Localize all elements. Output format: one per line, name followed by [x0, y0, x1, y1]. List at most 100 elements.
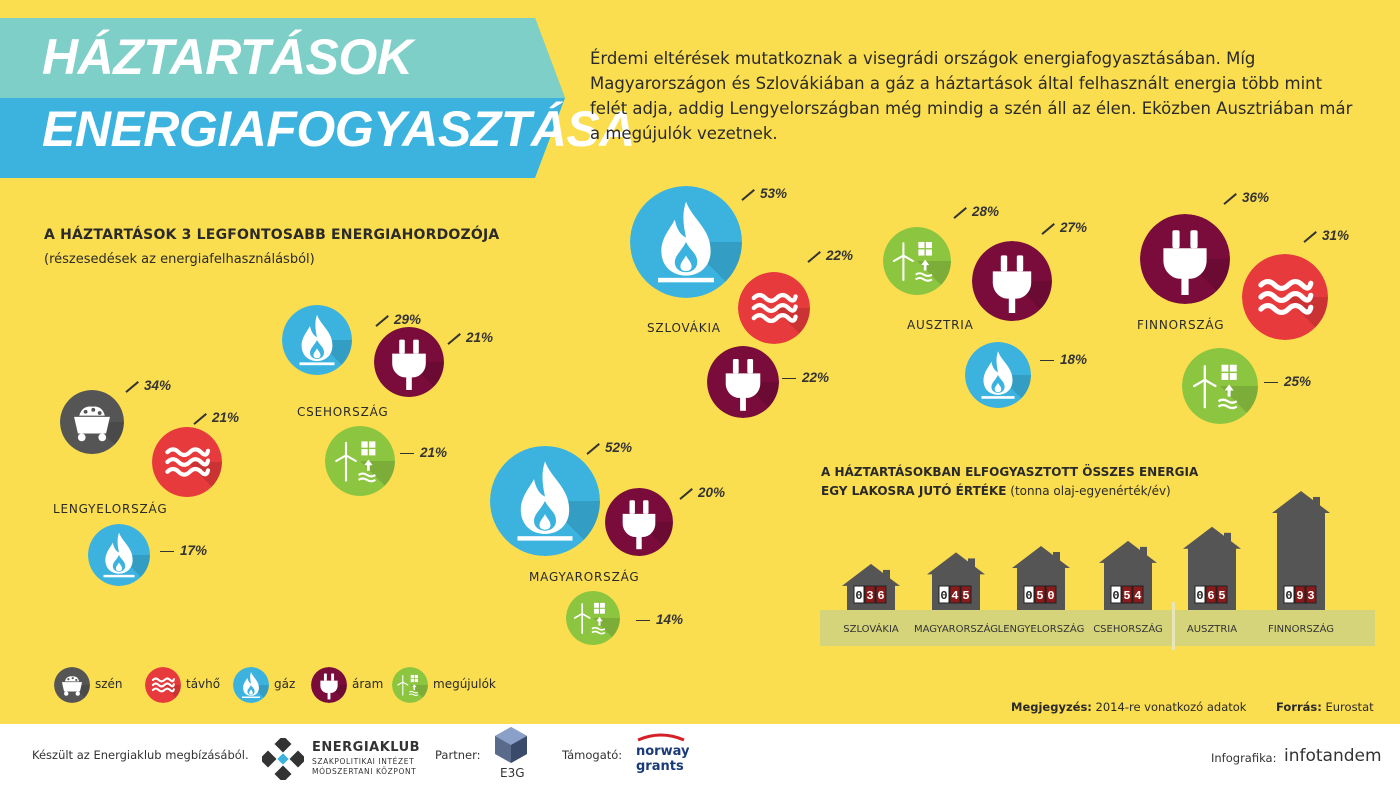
coal-bubble-icon [60, 390, 124, 454]
meter-digit: 6 [877, 589, 884, 603]
supporter-label: Támogató: [562, 748, 623, 762]
meter-digit: 0 [1196, 589, 1203, 603]
meter-digit: 0 [1285, 589, 1292, 603]
meter-digit: 3 [1307, 589, 1314, 603]
title-line-1: HÁZTARTÁSOK [42, 29, 413, 85]
meter-digit-box [1205, 585, 1217, 604]
meter-digit-box [1294, 585, 1306, 604]
note: Megjegyzés: 2014-re vonatkozó adatok [1011, 700, 1246, 714]
source-label: Forrás: [1276, 700, 1322, 714]
meter-digit-box [938, 585, 950, 604]
energiaklub-sub1: SZAKPOLITIKAI INTÉZET [312, 757, 415, 766]
title-line-2: ENERGIAFOGYASZTÁSA [42, 101, 635, 157]
house-category-label: SZLOVÁKIA [843, 622, 899, 635]
meter-digit-box [1194, 585, 1206, 604]
share-label: 27% [1040, 220, 1087, 235]
bar-chart-subtitle-bold: EGY LAKOSRA JUTÓ ÉRTÉKE [821, 484, 1007, 498]
legend-gas-icon [233, 667, 269, 703]
norway-label: norway [636, 744, 690, 759]
share-label: 52% [585, 440, 632, 455]
share-label: 14% [636, 612, 683, 627]
share-label: 25% [1264, 374, 1311, 389]
country-label: FINNORSZÁG [1137, 318, 1225, 332]
share-label: 21% [446, 330, 493, 345]
legend-label: távhő [186, 677, 221, 691]
meter-digit: 3 [866, 589, 873, 603]
house-category-label: FINNORSZÁG [1268, 622, 1334, 635]
house-category-label: MAGYARORSZÁG [914, 622, 998, 635]
electricity-bubble-icon [972, 241, 1052, 321]
country-label: CSEHORSZÁG [297, 405, 389, 419]
chimney [968, 558, 975, 573]
meter-digit: 5 [962, 589, 969, 603]
country-label: AUSZTRIA [907, 318, 974, 332]
chimney [1053, 552, 1060, 566]
legend-label: szén [95, 677, 123, 691]
partner-label: Partner: [435, 748, 481, 762]
meter-digit: 5 [1123, 589, 1130, 603]
infotandem-logo: infotandem [1284, 746, 1382, 766]
share-label: 31% [1302, 228, 1349, 243]
legend-label: megújulók [433, 677, 496, 691]
legend-label: gáz [274, 677, 296, 691]
energiaklub-logo-icon [262, 738, 304, 780]
electricity-bubble-icon [1140, 214, 1230, 304]
share-label: 36% [1222, 190, 1269, 205]
meter-digit-box [875, 585, 887, 604]
district-heating-bubble-icon [738, 272, 810, 344]
meter-digit-box [1045, 585, 1057, 604]
meter-digit: 0 [855, 589, 862, 603]
bar-chart-title: A HÁZTARTÁSOKBAN ELFOGYASZTOTT ÖSSZES EN… [821, 465, 1199, 479]
bubble-section-caption: (részesedések az energiafelhasználásból) [44, 252, 315, 267]
house-category-label: CSEHORSZÁG [1093, 622, 1163, 635]
share-label: 21% [400, 445, 447, 460]
ground-strip [820, 610, 1375, 646]
house-category-label: AUSZTRIA [1187, 624, 1237, 635]
separator [1172, 602, 1175, 650]
meter-digit-box [1023, 585, 1035, 604]
meter-digit-box [1283, 585, 1295, 604]
bubble-section-title: A HÁZTARTÁSOK 3 LEGFONTOSABB ENERGIAHORD… [44, 227, 500, 243]
meter-digit: 9 [1296, 589, 1303, 603]
e3g-label: E3G [500, 766, 525, 780]
meter-digit-box [864, 585, 876, 604]
meter-digit: 0 [940, 589, 947, 603]
district-heating-bubble-icon [152, 427, 222, 497]
meter-digit-box [949, 585, 961, 604]
meter-digit: 5 [1036, 589, 1043, 603]
meter-digit-box [853, 585, 865, 604]
chimney [883, 569, 890, 584]
legend-label: áram [352, 677, 384, 691]
bar-chart-subtitle: EGY LAKOSRA JUTÓ ÉRTÉKE (tonna olaj-egye… [821, 484, 1171, 498]
meter-digit: 0 [1047, 589, 1054, 603]
note-text: 2014-re vonatkozó adatok [1095, 700, 1247, 714]
legend-coal-icon [54, 667, 90, 703]
share-label: 29% [374, 312, 421, 327]
house-category-label: LENGYELORSZÁG [998, 622, 1085, 635]
meter-digit: 5 [1218, 589, 1225, 603]
legend-district-heating-icon [145, 667, 181, 703]
intro-paragraph: Érdemi eltérések mutatkoznak a visegrádi… [590, 49, 1353, 143]
country-label: SZLOVÁKIA [647, 321, 721, 335]
e3g-logo-icon [495, 727, 527, 763]
energiaklub-name: ENERGIAKLUB [312, 740, 421, 755]
chimney [1224, 532, 1231, 547]
electricity-bubble-icon [374, 327, 444, 397]
infografika-label: Infografika: [1211, 751, 1277, 765]
meter-digit-box [1305, 585, 1317, 604]
note-label: Megjegyzés: [1011, 700, 1092, 714]
meter-digit-box [960, 585, 972, 604]
norway-grants-swoosh-icon [637, 733, 685, 742]
source-text: Eurostat [1325, 700, 1374, 714]
gas-bubble-icon [490, 446, 600, 556]
country-label: LENGYELORSZÁG [53, 502, 168, 516]
chimney [1140, 546, 1147, 561]
meter-digit: 0 [1112, 589, 1119, 603]
renewables-bubble-icon [325, 426, 395, 496]
